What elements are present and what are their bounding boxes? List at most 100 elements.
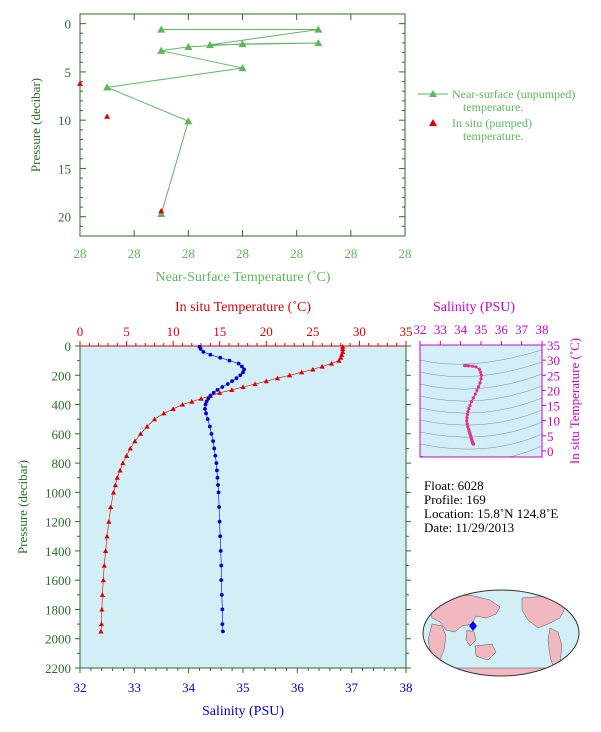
ts-salinity-tick-label: 37: [515, 322, 529, 337]
ts-point: [466, 425, 470, 429]
x-tick-label: 28: [182, 246, 195, 261]
ts-point: [479, 373, 484, 377]
temperature-point: [110, 489, 117, 495]
temperature-point: [340, 346, 346, 352]
float-id-line: Float: 6028: [424, 478, 484, 493]
salinity-point: [206, 396, 211, 401]
salinity-point: [218, 355, 223, 360]
temperature-point: [170, 406, 176, 412]
pressure-tick-label: 1600: [45, 573, 71, 588]
y-tick-label: 0: [65, 17, 72, 32]
x-tick-label: 28: [236, 246, 249, 261]
salinity-point: [204, 411, 208, 416]
salinity-point: [205, 417, 210, 422]
temperature-point: [263, 378, 269, 384]
ts-temperature-tick-label: 5: [547, 429, 554, 444]
salinity-point: [208, 393, 213, 398]
salinity-point: [219, 563, 224, 568]
salinity-point: [198, 347, 203, 351]
ts-point: [475, 388, 479, 393]
temperature-tick-label: 30: [353, 324, 366, 339]
near-surface-x-axis: 28 28 28 28 28 28 28: [74, 14, 412, 261]
pumped-temperature-point: [77, 80, 83, 86]
temperature-point: [132, 438, 138, 444]
temperature-point: [339, 352, 345, 357]
temperature-point: [151, 416, 158, 422]
temperature-point: [328, 360, 335, 366]
temperature-point: [117, 467, 123, 473]
salinity-tick-label: 34: [182, 680, 196, 695]
salinity-point: [211, 439, 216, 444]
unpumped-temperature-point: [314, 25, 323, 33]
salinity-point: [217, 505, 221, 509]
float-info: Float: 6028 Profile: 169 Location: 15.8˚…: [424, 478, 558, 535]
salinity-tick-label: 35: [237, 680, 250, 695]
ts-point: [477, 367, 481, 371]
unpumped-temperature-point: [157, 25, 166, 33]
salinity-point: [238, 373, 243, 378]
x-tick-label: 28: [399, 246, 412, 261]
profile-series: [98, 344, 346, 634]
ts-temperature-axis-title: In situ Temperature (˚C): [567, 338, 582, 464]
salinity-point: [234, 376, 239, 381]
pressure-tick-label: 1800: [45, 602, 71, 617]
ts-point: [467, 364, 471, 368]
salinity-tick-label: 37: [345, 680, 359, 695]
pressure-tick-label: 2000: [45, 632, 71, 647]
ts-temperature-tick-label: 15: [547, 399, 560, 414]
pressure-tick-label: 600: [52, 427, 72, 442]
temperature-point: [101, 562, 107, 568]
temperature-point: [217, 390, 223, 395]
legend-marker-pumped: [429, 119, 437, 126]
salinity-point: [219, 578, 224, 583]
temperature-tick-label: 25: [306, 324, 319, 339]
near-surface-y-axis-title: Pressure (decibar): [28, 78, 43, 172]
near-surface-x-axis-title: Near-Surface Temperature (˚C): [156, 270, 331, 285]
temperature-point: [179, 401, 186, 407]
temperature-point: [104, 533, 110, 539]
salinity-point: [203, 407, 207, 411]
salinity-point: [225, 382, 230, 386]
ts-point: [471, 396, 475, 400]
ts-point: [479, 377, 483, 381]
temperature-point: [340, 349, 346, 354]
unpumped-temperature-point: [314, 38, 323, 47]
ts-point: [465, 419, 469, 423]
ts-density-contours: [420, 349, 542, 457]
temperature-point: [252, 381, 258, 387]
ts-salinity-tick-label: 36: [495, 322, 509, 337]
x-tick-label: 28: [128, 246, 141, 261]
profile-axes-ticks: 0 5 10 15 20 25 30 35 32 33 34 35 36 37 38 0 200 400 600 80…: [45, 324, 413, 695]
temperature-point: [114, 475, 120, 480]
salinity-point: [220, 607, 225, 612]
salinity-point: [201, 349, 206, 354]
map-outline: [422, 589, 580, 677]
legend-marker-unpumped: [429, 90, 437, 97]
temperature-point: [100, 577, 106, 583]
profile-plot-background: [80, 346, 406, 668]
temperature-point: [286, 372, 293, 378]
float-location-marker: [469, 621, 477, 631]
ts-point: [464, 363, 468, 368]
temperature-point: [120, 460, 126, 466]
date-line: Date: 11/29/2013: [424, 520, 514, 535]
pressure-tick-label: 1000: [45, 485, 71, 500]
legend-label-pumped-line2: temperature.: [463, 129, 523, 143]
legend-label-pumped: In situ (pumped): [452, 116, 532, 130]
pressure-tick-label: 0: [65, 339, 72, 354]
y-tick-label: 10: [58, 113, 71, 128]
y-tick-label: 5: [65, 65, 72, 80]
map-land: [427, 594, 571, 676]
ts-salinity-tick-label: 35: [475, 322, 488, 337]
x-tick-label: 28: [290, 246, 303, 261]
salinity-point: [240, 364, 244, 369]
pressure-tick-label: 400: [52, 398, 72, 413]
profile-chart: 0 5 10 15 20 25 30 35 32 33 34 35 36 37 38 0 200 400 600 80…: [15, 300, 413, 719]
ts-point: [476, 385, 481, 389]
unpumped-temperature-point: [184, 117, 193, 125]
ts-temperature-tick-label: 35: [547, 338, 560, 353]
ts-point: [465, 413, 469, 417]
pressure-tick-label: 2200: [45, 661, 71, 676]
pressure-tick-label: 800: [52, 456, 72, 471]
